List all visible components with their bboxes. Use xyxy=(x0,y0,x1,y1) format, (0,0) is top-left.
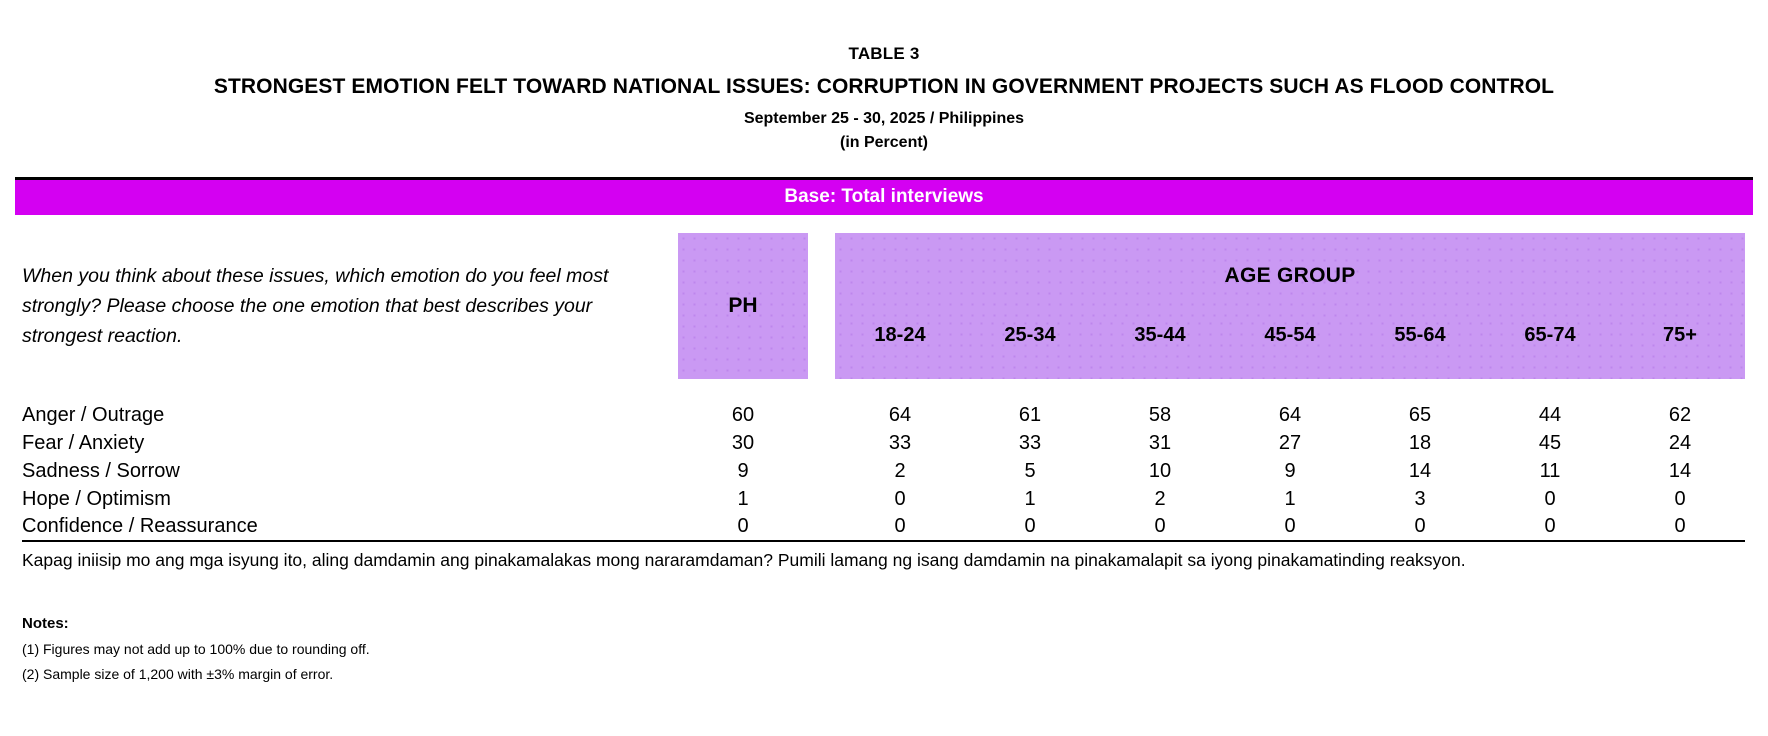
cell-value: 0 xyxy=(894,487,906,510)
cell-value: 58 xyxy=(1148,403,1172,426)
table-row: Hope / Optimism 1 0 1 2 1 3 0 0 xyxy=(22,485,1745,513)
header-body-spacer xyxy=(22,379,1745,401)
cell-value: 18 xyxy=(1408,431,1432,454)
row-label: Sadness / Sorrow xyxy=(22,459,180,482)
cell-value: 65 xyxy=(1408,403,1432,426)
column-header-75plus: 75+ xyxy=(1615,318,1746,379)
cell-value: 60 xyxy=(731,403,755,426)
table-row: Fear / Anxiety 30 33 33 31 27 18 45 24 xyxy=(22,429,1745,457)
cell-value: 9 xyxy=(1284,459,1296,482)
row-gap xyxy=(808,429,835,457)
column-header-18-24: 18-24 xyxy=(835,318,965,379)
cell-value: 14 xyxy=(1668,459,1692,482)
cell-value: 0 xyxy=(1225,513,1355,542)
cell-value: 33 xyxy=(1018,431,1042,454)
cell-value: 44 xyxy=(1538,403,1562,426)
row-label: Fear / Anxiety xyxy=(22,431,145,454)
page-title: STRONGEST EMOTION FELT TOWARD NATIONAL I… xyxy=(213,75,1555,98)
cell-value: 2 xyxy=(1154,487,1166,510)
age-group-header: AGE GROUP xyxy=(835,233,1746,318)
table-row: Sadness / Sorrow 9 2 5 10 9 14 11 14 xyxy=(22,457,1745,485)
row-gap xyxy=(808,401,835,429)
table-number: TABLE 3 xyxy=(848,44,920,63)
cell-value: 3 xyxy=(1414,487,1426,510)
cell-value: 1 xyxy=(737,487,749,510)
column-header-ph: PH xyxy=(678,233,808,379)
cell-value: 0 xyxy=(1544,487,1556,510)
column-header-65-74: 65-74 xyxy=(1485,318,1615,379)
notes-heading: Notes: xyxy=(22,615,69,632)
cell-value: 14 xyxy=(1408,459,1432,482)
note-item-1: (1) Figures may not add up to 100% due t… xyxy=(22,641,370,657)
row-label: Hope / Optimism xyxy=(22,487,171,510)
cell-value: 0 xyxy=(1485,513,1615,542)
cell-value: 0 xyxy=(1095,513,1225,542)
cell-value: 2 xyxy=(894,459,906,482)
cell-value: 24 xyxy=(1668,431,1692,454)
row-gap xyxy=(808,513,835,542)
notes-section: Notes: (1) Figures may not add up to 100… xyxy=(22,615,1768,682)
cell-value: 33 xyxy=(888,431,912,454)
cell-value: 62 xyxy=(1668,403,1692,426)
column-header-45-54: 45-54 xyxy=(1225,318,1355,379)
cell-value: 0 xyxy=(835,513,965,542)
cell-value: 0 xyxy=(1674,487,1686,510)
note-item-2: (2) Sample size of 1,200 with ±3% margin… xyxy=(22,666,334,682)
cell-value: 9 xyxy=(737,459,749,482)
cell-value: 31 xyxy=(1148,431,1172,454)
survey-results-table: When you think about these issues, which… xyxy=(22,233,1746,542)
row-label: Confidence / Reassurance xyxy=(22,513,678,542)
row-gap xyxy=(808,485,835,513)
cell-value: 1 xyxy=(1024,487,1036,510)
column-header-55-64: 55-64 xyxy=(1355,318,1485,379)
cell-value: 0 xyxy=(965,513,1095,542)
cell-value: 11 xyxy=(1539,459,1561,482)
row-label: Anger / Outrage xyxy=(22,403,165,426)
cell-value: 0 xyxy=(1615,513,1746,542)
cell-value: 0 xyxy=(1355,513,1485,542)
cell-value: 10 xyxy=(1148,459,1172,482)
survey-date-location: September 25 - 30, 2025 / Philippines xyxy=(743,110,1025,127)
units-label: (in Percent) xyxy=(839,134,928,151)
table-row: Anger / Outrage 60 64 61 58 64 65 44 62 xyxy=(22,401,1745,429)
cell-value: 45 xyxy=(1538,431,1562,454)
question-text-filipino: Kapag iniisip mo ang mga isyung ito, ali… xyxy=(22,550,1466,570)
cell-value: 27 xyxy=(1278,431,1302,454)
question-text-english: When you think about these issues, which… xyxy=(22,265,609,347)
column-header-35-44: 35-44 xyxy=(1095,318,1225,379)
cell-value: 1 xyxy=(1284,487,1296,510)
cell-value: 0 xyxy=(678,513,808,542)
cell-value: 64 xyxy=(888,403,912,426)
header-gap xyxy=(808,233,835,379)
cell-value: 64 xyxy=(1278,403,1302,426)
cell-value: 61 xyxy=(1018,403,1042,426)
column-header-25-34: 25-34 xyxy=(965,318,1095,379)
cell-value: 30 xyxy=(731,431,755,454)
report-header: TABLE 3 STRONGEST EMOTION FELT TOWARD NA… xyxy=(0,0,1768,152)
row-gap xyxy=(808,457,835,485)
base-banner: Base: Total interviews xyxy=(15,177,1753,215)
table-row: Confidence / Reassurance 0 0 0 0 0 0 0 0 xyxy=(22,513,1746,542)
cell-value: 5 xyxy=(1024,459,1036,482)
